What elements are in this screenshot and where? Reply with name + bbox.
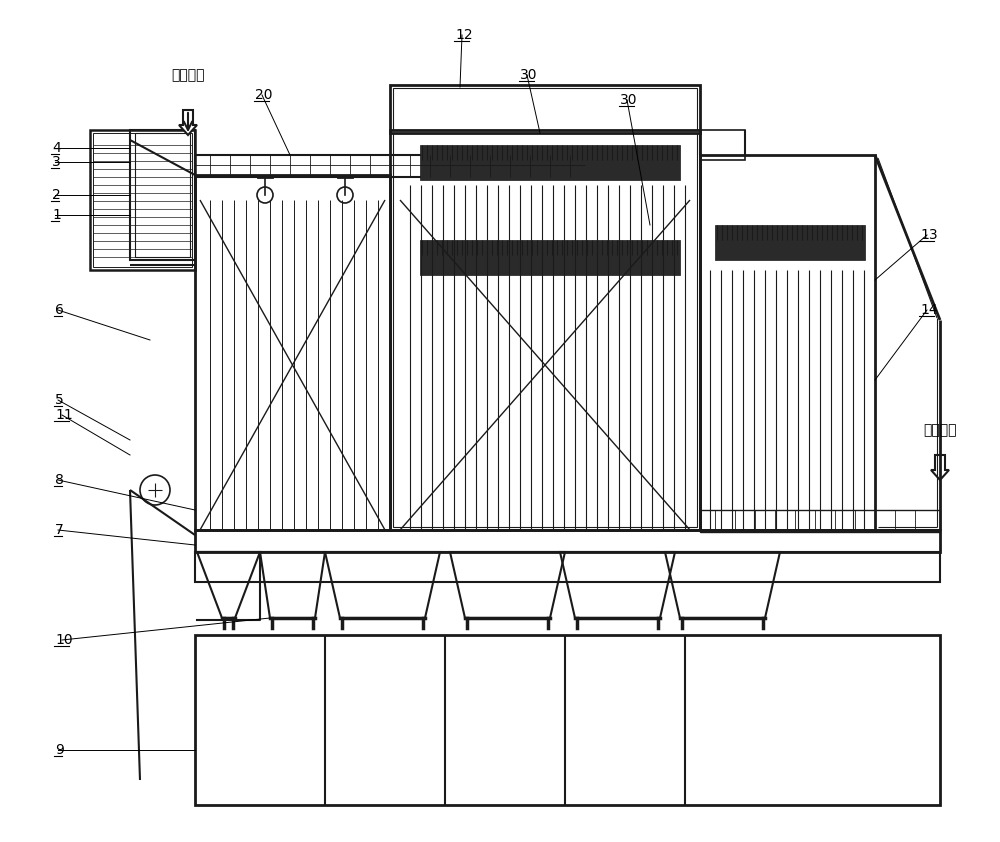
Text: 烟气方向: 烟气方向 — [171, 68, 205, 82]
Text: 10: 10 — [55, 633, 73, 647]
Text: 12: 12 — [455, 28, 473, 42]
Bar — [93, 133, 192, 267]
Text: 8: 8 — [55, 473, 64, 487]
Bar — [195, 552, 940, 582]
Text: 4: 4 — [52, 141, 61, 155]
Bar — [195, 155, 585, 177]
Text: 13: 13 — [920, 228, 938, 242]
Bar — [195, 530, 940, 552]
Text: 9: 9 — [55, 743, 64, 757]
Text: 30: 30 — [620, 93, 638, 107]
Bar — [390, 85, 700, 133]
Text: 7: 7 — [55, 523, 64, 537]
Text: 20: 20 — [255, 88, 273, 102]
Bar — [90, 130, 195, 270]
FancyArrow shape — [931, 455, 949, 480]
Bar — [700, 155, 875, 530]
Text: 烟气方向: 烟气方向 — [923, 423, 957, 437]
Bar — [420, 145, 680, 180]
Bar — [420, 240, 680, 275]
Bar — [700, 130, 745, 160]
Text: 14: 14 — [920, 303, 938, 317]
Bar — [700, 510, 940, 532]
Bar — [390, 130, 700, 530]
Text: 3: 3 — [52, 155, 61, 169]
Bar — [393, 133, 697, 527]
Bar — [130, 130, 195, 260]
Text: 5: 5 — [55, 393, 64, 407]
Text: 11: 11 — [55, 408, 73, 422]
Bar — [135, 133, 190, 257]
Bar — [195, 635, 940, 805]
FancyArrow shape — [179, 110, 197, 135]
Bar — [195, 175, 390, 530]
Text: 30: 30 — [520, 68, 538, 82]
Text: 2: 2 — [52, 188, 61, 202]
Text: 1: 1 — [52, 208, 61, 222]
Bar — [393, 88, 697, 130]
Text: 6: 6 — [55, 303, 64, 317]
Bar — [715, 225, 865, 260]
